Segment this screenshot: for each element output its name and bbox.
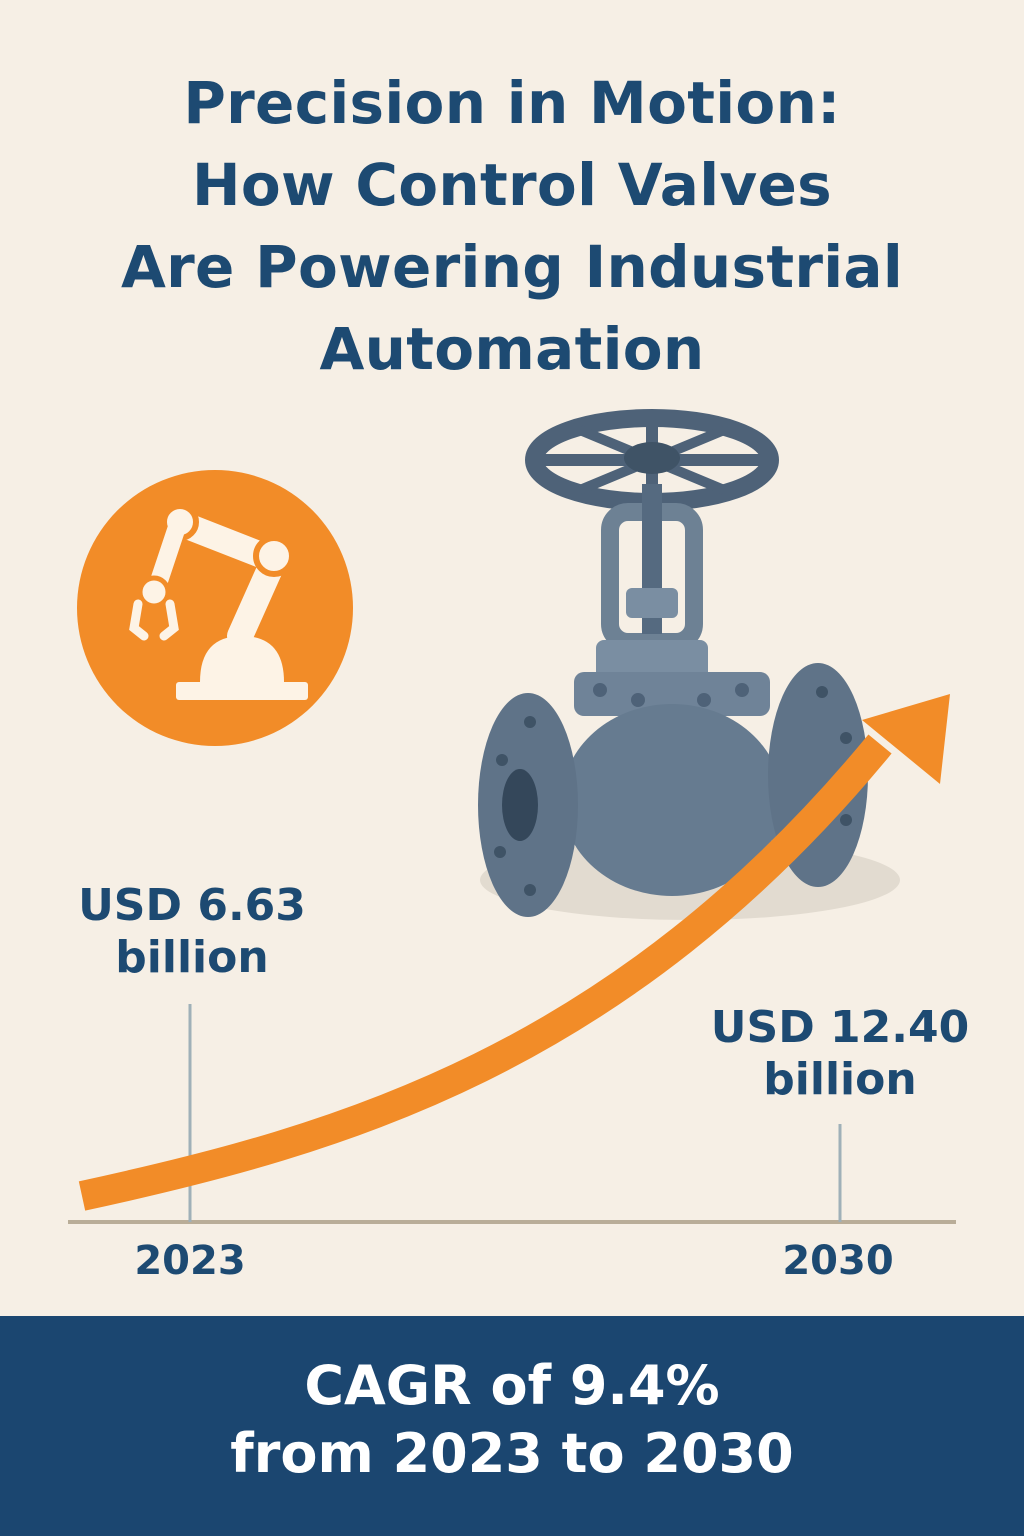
- x-tick-label-2030: 2030: [782, 1238, 894, 1284]
- robot-arm-icon: [77, 470, 353, 746]
- title-block: Precision in Motion: How Control Valves …: [0, 62, 1024, 390]
- title-line-1: Precision in Motion:: [183, 69, 841, 137]
- value-2023-unit: billion: [115, 932, 269, 983]
- value-2030-amount: USD 12.40: [710, 1002, 970, 1053]
- footer-line-2: from 2023 to 2030: [230, 1422, 794, 1485]
- cagr-footer-banner: CAGR of 9.4% from 2023 to 2030: [0, 1316, 1024, 1536]
- footer-line-1: CAGR of 9.4%: [304, 1354, 720, 1417]
- growth-arrow: [78, 694, 950, 1211]
- value-label-2030: USD 12.40 billion: [690, 1002, 990, 1106]
- value-2023-amount: USD 6.63: [78, 880, 306, 931]
- title-line-2: How Control Valves: [192, 151, 832, 219]
- x-tick-label-2023: 2023: [134, 1238, 246, 1284]
- value-label-2023: USD 6.63 billion: [52, 880, 332, 984]
- value-2030-unit: billion: [763, 1054, 917, 1105]
- title-line-4: Automation: [319, 315, 705, 383]
- globe-valve-illustration: [478, 409, 900, 920]
- title-line-3: Are Powering Industrial: [120, 233, 904, 301]
